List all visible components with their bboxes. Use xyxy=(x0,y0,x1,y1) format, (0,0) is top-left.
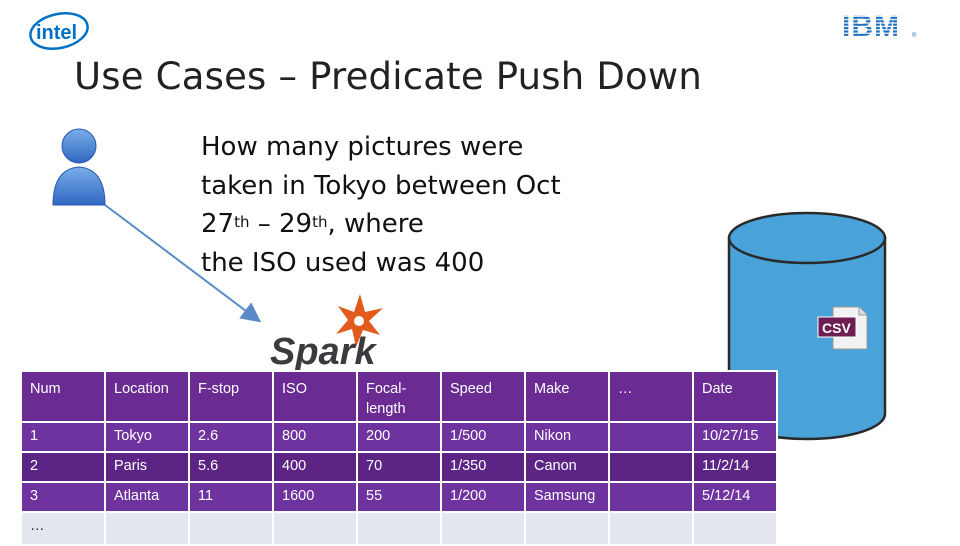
column-header: Num xyxy=(20,370,106,423)
user-icon xyxy=(52,128,106,206)
ibm-logo-text: IBM xyxy=(842,10,900,42)
table-row: 1 Tokyo 2.6 800 200 1/500 Nikon 10/27/15 xyxy=(20,421,778,453)
table-cell: 2 xyxy=(20,451,106,483)
table-cell xyxy=(356,511,442,546)
table-row: 3 Atlanta 11 1600 55 1/200 Samsung 5/12/… xyxy=(20,481,778,513)
table-cell: 11 xyxy=(188,481,274,513)
table-cell: 1/200 xyxy=(440,481,526,513)
table-cell: 1/500 xyxy=(440,421,526,453)
question-text: How many pictures were taken in Tokyo be… xyxy=(201,128,621,282)
table-cell: Samsung xyxy=(524,481,610,513)
table-cell: 70 xyxy=(356,451,442,483)
table-cell xyxy=(524,511,610,546)
question-line-4: the ISO used was 400 xyxy=(201,247,485,278)
table-cell xyxy=(608,451,694,483)
intel-logo: intel xyxy=(29,12,89,50)
table-cell xyxy=(608,511,694,546)
table-cell: Tokyo xyxy=(104,421,190,453)
table-cell: 5/12/14 xyxy=(692,481,778,513)
column-header: Date xyxy=(692,370,778,423)
column-header: F-stop xyxy=(188,370,274,423)
table-cell: 1600 xyxy=(272,481,358,513)
table-cell: 55 xyxy=(356,481,442,513)
table-row: … xyxy=(20,511,778,546)
ibm-logo: IBM ® xyxy=(842,10,917,42)
table-cell: 400 xyxy=(272,451,358,483)
ibm-registered-mark: ® xyxy=(912,32,917,39)
table-row: 2 Paris 5.6 400 70 1/350 Canon 11/2/14 xyxy=(20,451,778,483)
table-cell: 10/27/15 xyxy=(692,421,778,453)
table-cell xyxy=(272,511,358,546)
csv-file-icon: CSV xyxy=(817,306,868,350)
spark-logo-icon: Spark xyxy=(270,294,383,370)
question-line-2: taken in Tokyo between Oct xyxy=(201,170,561,201)
table-cell: Paris xyxy=(104,451,190,483)
csv-badge-text: CSV xyxy=(822,320,851,336)
column-header: Make xyxy=(524,370,610,423)
table-cell xyxy=(104,511,190,546)
table-cell xyxy=(440,511,526,546)
slide-title: Use Cases – Predicate Push Down xyxy=(74,55,703,98)
table-cell: 5.6 xyxy=(188,451,274,483)
column-header: ISO xyxy=(272,370,358,423)
table-cell: 11/2/14 xyxy=(692,451,778,483)
table-cell: 200 xyxy=(356,421,442,453)
table-cell: Nikon xyxy=(524,421,610,453)
table-cell: 1 xyxy=(20,421,106,453)
table-header-row: Num Location F-stop ISO Focal-length Spe… xyxy=(20,370,778,423)
table-cell: 800 xyxy=(272,421,358,453)
table-cell xyxy=(608,481,694,513)
table-cell xyxy=(692,511,778,546)
photo-metadata-table: Num Location F-stop ISO Focal-length Spe… xyxy=(20,370,778,546)
question-line-1: How many pictures were xyxy=(201,132,524,162)
column-header: Focal-length xyxy=(356,370,442,423)
table-cell xyxy=(188,511,274,546)
table-cell: 2.6 xyxy=(188,421,274,453)
table-cell: 3 xyxy=(20,481,106,513)
table-cell xyxy=(608,421,694,453)
question-line-3: 27th – 29th, where xyxy=(201,209,424,239)
intel-logo-text: intel xyxy=(36,22,77,44)
table-cell: Canon xyxy=(524,451,610,483)
column-header: … xyxy=(608,370,694,423)
table-cell: 1/350 xyxy=(440,451,526,483)
table-cell: Atlanta xyxy=(104,481,190,513)
column-header: Speed xyxy=(440,370,526,423)
column-header: Location xyxy=(104,370,190,423)
table-cell: … xyxy=(20,511,106,546)
spark-logo-text: Spark xyxy=(270,331,377,370)
